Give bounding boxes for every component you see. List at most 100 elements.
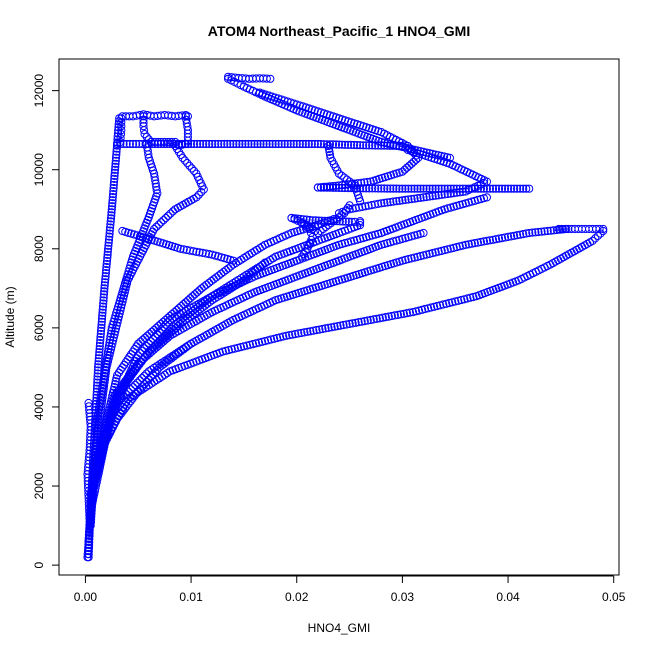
data-point (546, 226, 555, 235)
data-point (419, 184, 428, 193)
data-point (114, 412, 124, 421)
data-point (164, 211, 173, 220)
data-point (111, 153, 121, 162)
data-point (354, 318, 363, 327)
data-point (368, 231, 377, 240)
data-point (185, 161, 194, 170)
data-point (561, 224, 570, 234)
data-point (96, 335, 105, 345)
data-point (101, 275, 110, 284)
data-point (393, 310, 402, 319)
data-point (104, 341, 114, 350)
data-point (519, 230, 528, 239)
data-point (157, 218, 166, 227)
data-point (152, 186, 161, 195)
data-point (98, 311, 107, 320)
data-point (247, 139, 256, 149)
data-point (111, 311, 120, 321)
data-point (360, 178, 369, 187)
data-point (348, 319, 357, 328)
data-point (96, 395, 105, 404)
data-point (264, 336, 273, 345)
data-point (110, 168, 119, 177)
data-point (410, 231, 419, 240)
data-point (150, 325, 159, 334)
data-point (119, 139, 128, 149)
data-point (319, 183, 328, 192)
data-point (389, 237, 398, 246)
x-tick-label: 0.05 (602, 590, 626, 604)
data-point (96, 392, 106, 401)
data-point (165, 139, 174, 149)
data-point (103, 350, 112, 359)
data-point (138, 355, 148, 364)
data-point (345, 177, 354, 186)
data-point (392, 197, 401, 206)
data-point (312, 326, 321, 335)
data-point (455, 242, 464, 251)
data-point (448, 298, 457, 307)
x-tick-label: 0.03 (391, 590, 415, 604)
data-point (171, 323, 181, 332)
data-point (408, 308, 418, 317)
data-point (599, 224, 608, 234)
data-point (91, 468, 101, 477)
y-tick-label: 4000 (32, 393, 46, 420)
data-point (294, 329, 303, 338)
data-point (491, 235, 501, 244)
data-point (179, 300, 188, 309)
data-point (96, 329, 105, 339)
data-point (285, 331, 294, 340)
data-point (433, 301, 442, 311)
data-point (363, 316, 372, 325)
data-point (224, 264, 233, 273)
data-point (174, 304, 184, 313)
data-point (449, 243, 458, 252)
data-point (377, 184, 386, 193)
data-point (96, 449, 105, 458)
data-point (466, 293, 475, 302)
data-point (248, 340, 258, 349)
data-point (183, 159, 192, 168)
data-point (436, 301, 445, 310)
data-point (184, 341, 193, 350)
data-point (102, 262, 111, 272)
data-point (467, 239, 476, 248)
data-point (504, 184, 513, 193)
data-point (497, 234, 507, 243)
data-point (310, 139, 319, 149)
data-point (330, 322, 339, 331)
data-point (339, 320, 348, 330)
data-point (253, 264, 263, 273)
data-point (479, 237, 488, 246)
data-point (145, 329, 154, 338)
data-point (94, 360, 103, 369)
data-point (304, 139, 313, 149)
data-point (84, 540, 93, 549)
data-point (273, 333, 282, 343)
data-point (117, 114, 126, 123)
data-point (309, 326, 318, 335)
data-point (253, 139, 262, 149)
data-point (342, 175, 351, 184)
data-point (356, 217, 365, 226)
data-point (422, 184, 431, 193)
data-point (531, 228, 540, 237)
data-point (398, 256, 407, 265)
data-point (443, 245, 452, 254)
data-point (262, 74, 271, 83)
data-point (122, 139, 131, 149)
data-point (402, 163, 411, 172)
data-point (419, 193, 428, 202)
data-point (132, 389, 141, 398)
data-point (295, 139, 304, 149)
data-point (172, 306, 181, 315)
data-point (192, 247, 201, 256)
data-point (337, 171, 346, 180)
x-tick-label: 0.04 (496, 590, 520, 604)
data-point (422, 192, 431, 202)
data-point (98, 380, 107, 389)
data-point (422, 250, 431, 259)
data-point (103, 250, 112, 259)
data-point (392, 184, 401, 193)
